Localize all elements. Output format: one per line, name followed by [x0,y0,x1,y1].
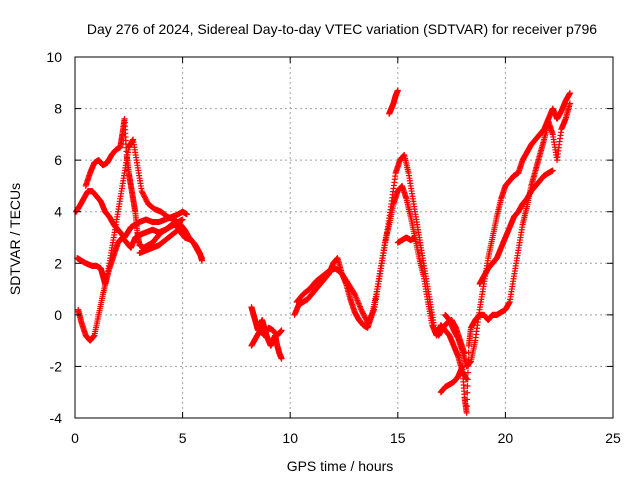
x-tick-label: 15 [390,430,406,446]
data-point [464,396,471,403]
data-point [463,409,470,416]
x-tick-label: 20 [498,430,514,446]
data-point [278,327,285,334]
data-points [73,87,573,416]
x-tick-label: 5 [179,430,187,446]
data-point [566,90,573,97]
y-tick-label: 0 [54,307,62,323]
data-point [464,376,471,383]
data-point [183,211,190,218]
series-trace-b2 [248,324,285,349]
y-tick-label: 6 [54,152,62,168]
series-trace-d3 [476,167,556,287]
axis-ticks: 0 5 10 15 20 25 -4 -2 0 2 4 6 8 10 [46,49,621,446]
y-tick-label: 8 [54,101,62,117]
data-point [198,257,205,264]
plot-frame [74,56,614,419]
y-tick-label: 2 [54,255,62,271]
x-tick-label: 0 [71,430,79,446]
data-point [464,369,471,376]
series-trace-a5 [136,226,205,264]
series-trace-b1 [248,304,285,362]
data-point [179,216,186,223]
series-trace-c4 [394,234,419,246]
y-axis-label: SDTVAR / TECUs [7,183,23,295]
y-tick-label: 10 [46,49,62,65]
series-trace-a4 [82,115,186,251]
series-trace-d2 [442,90,573,370]
data-point [549,167,556,174]
x-tick-label: 10 [282,430,298,446]
chart-title: Day 276 of 2024, Sidereal Day-to-day VTE… [87,21,597,37]
data-point [464,389,471,396]
data-point [412,234,419,241]
data-point [463,403,470,410]
data-point [370,307,377,314]
y-tick-label: -2 [50,358,63,374]
y-tick-label: 4 [54,204,62,220]
x-tick-label: 25 [605,430,621,446]
data-point [278,355,285,362]
data-point [566,100,573,107]
y-tick-label: -4 [50,410,63,426]
series-trace-c3 [386,87,401,117]
data-point [464,383,471,390]
series-trace-a2 [74,216,186,287]
series-trace-c2 [293,151,468,357]
data-point [394,87,401,94]
series-trace-d1 [437,100,573,416]
x-axis-label: GPS time / hours [287,458,394,474]
